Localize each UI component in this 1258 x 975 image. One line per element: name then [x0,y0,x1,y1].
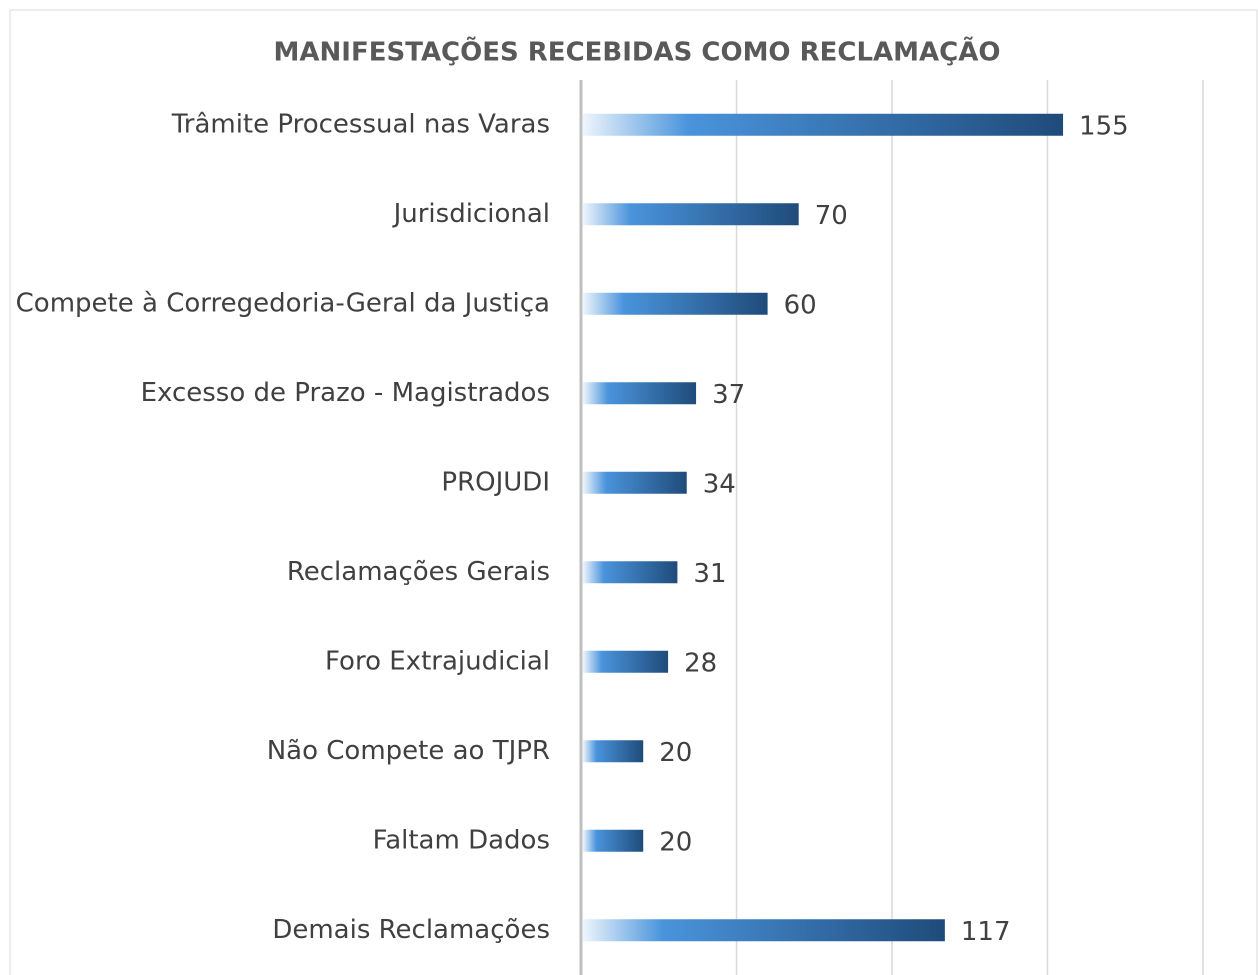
value-label: 34 [703,469,736,499]
bar [583,292,768,315]
value-label: 28 [684,648,717,678]
bar [583,382,697,405]
value-label: 60 [784,290,817,320]
bar [583,113,1064,136]
y-tick-label: Reclamações Gerais [287,557,550,587]
y-tick-label: Faltam Dados [373,825,550,855]
y-tick-label: PROJUDI [441,467,550,497]
y-tick-label: Não Compete ao TJPR [267,736,550,766]
bar [583,829,644,852]
y-tick-label: Excesso de Prazo - Magistrados [141,378,550,408]
bar [583,919,945,942]
value-label: 37 [712,380,745,410]
bar [583,203,799,226]
bar [583,740,644,763]
value-label: 31 [693,559,726,589]
value-label: 70 [815,201,848,231]
chart-title: MANIFESTAÇÕES RECEBIDAS COMO RECLAMAÇÃO [274,36,1001,68]
value-label: 20 [659,827,692,857]
y-tick-label: Jurisdicional [392,199,550,229]
bar [583,471,687,494]
value-label: 117 [961,917,1011,947]
bar [583,561,678,584]
y-tick-label: Demais Reclamações [272,915,550,945]
y-tick-label: Foro Extrajudicial [325,646,550,676]
value-label: 20 [659,738,692,768]
y-tick-label: Trâmite Processual nas Varas [171,109,550,139]
bar [583,650,669,673]
value-label: 155 [1079,111,1129,141]
y-tick-label: Compete à Corregedoria-Geral da Justiça [16,288,550,318]
